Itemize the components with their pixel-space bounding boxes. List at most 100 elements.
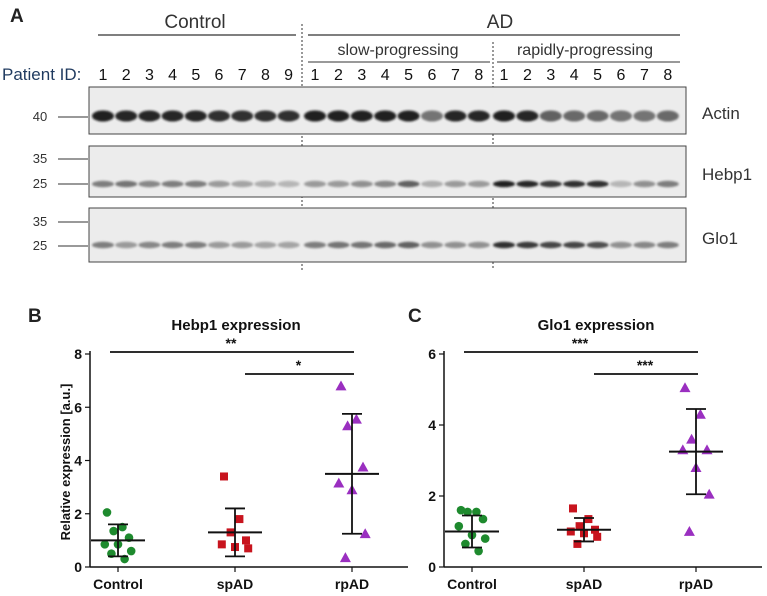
- patient-id-label: Patient ID:: [2, 65, 81, 84]
- band-hebp1-control-5: [184, 180, 207, 188]
- band-hebp1-slow-4: [374, 180, 397, 188]
- band-actin-control-4: [161, 110, 184, 122]
- band-actin-control-9: [277, 110, 300, 122]
- band-hebp1-control-8: [254, 180, 277, 188]
- band-hebp1-control-1: [92, 180, 114, 188]
- band-glo1-slow-1: [304, 241, 326, 249]
- patient-id-control-3: 3: [145, 67, 154, 84]
- band-glo1-rapid-1: [493, 241, 515, 249]
- patient-id-control-2: 2: [122, 67, 131, 84]
- marker-glo1-35: 35: [33, 214, 47, 229]
- chart-c-xtick-label-spAD: spAD: [566, 576, 603, 592]
- patient-id-slow-8: 8: [474, 67, 483, 84]
- band-hebp1-rapid-6: [610, 180, 632, 188]
- patient-id-slow-3: 3: [357, 67, 366, 84]
- patient-id-slow-5: 5: [404, 67, 413, 84]
- chart-b-ytick-label-6: 6: [74, 399, 82, 415]
- band-hebp1-control-6: [208, 180, 230, 188]
- subgroup-label-slow: slow-progressing: [338, 42, 459, 59]
- band-hebp1-control-7: [231, 180, 254, 188]
- patient-id-rapid-2: 2: [523, 67, 532, 84]
- chart-c-point-Control-7: [461, 539, 470, 549]
- patient-id-control-1: 1: [99, 67, 108, 84]
- patient-id-control-5: 5: [191, 67, 200, 84]
- chart-c-point-spAD-6: [593, 532, 602, 541]
- band-glo1-control-9: [277, 241, 300, 249]
- marker-hebp1-25: 25: [33, 176, 47, 191]
- band-hebp1-slow-3: [350, 180, 373, 188]
- chart-c-title: Glo1 expression: [538, 317, 655, 334]
- chart-c-point-spAD-4: [566, 527, 575, 536]
- panel-c-letter: C: [408, 306, 422, 327]
- band-glo1-rapid-2: [516, 241, 539, 249]
- band-actin-rapid-3: [539, 110, 562, 122]
- band-glo1-control-5: [184, 241, 207, 249]
- band-hebp1-slow-8: [467, 180, 490, 188]
- band-glo1-control-7: [231, 241, 254, 249]
- band-glo1-slow-4: [374, 241, 397, 249]
- group-label-control: Control: [164, 12, 225, 33]
- chart-b-point-rpAD-0: [335, 380, 347, 391]
- blots: [88, 86, 687, 263]
- chart-b-ytick-label-0: 0: [74, 559, 82, 575]
- band-hebp1-slow-1: [304, 180, 326, 188]
- chart-b-xtick-label-rpAD: rpAD: [335, 576, 369, 592]
- chart-c-point-Control-4: [454, 521, 464, 531]
- band-hebp1-control-3: [138, 180, 161, 188]
- chart-c-xtick-label-Control: Control: [447, 576, 497, 592]
- band-actin-slow-4: [374, 110, 397, 122]
- patient-id-rapid-5: 5: [593, 67, 602, 84]
- chart-c-sig-label-1: ***: [637, 357, 654, 373]
- band-actin-rapid-5: [586, 110, 609, 122]
- band-actin-slow-5: [397, 110, 420, 122]
- band-hebp1-rapid-7: [633, 180, 656, 188]
- patient-id-rapid-1: 1: [500, 67, 509, 84]
- chart-b-point-rpAD-1: [350, 413, 362, 424]
- band-hebp1-control-2: [115, 180, 138, 188]
- chart-b-point-spAD-3: [242, 536, 250, 545]
- chart-b-xtick-label-spAD: spAD: [217, 576, 254, 592]
- band-actin-control-2: [115, 110, 138, 122]
- chart-b-point-Control-6: [126, 546, 136, 556]
- band-actin-rapid-8: [656, 110, 679, 122]
- chart-b-ylabel: Relative expression [a.u.]: [58, 384, 73, 541]
- chart-b-point-rpAD-3: [357, 461, 369, 472]
- band-actin-rapid-7: [633, 110, 656, 122]
- patient-id-slow-2: 2: [334, 67, 343, 84]
- chart-b-point-rpAD-2: [342, 420, 354, 431]
- chart-c-point-spAD-1: [584, 515, 593, 524]
- chart-b-point-Control-4: [100, 540, 110, 549]
- panel-a: A Control AD slow-progressing rapidly-pr…: [2, 6, 752, 270]
- patient-id-slow-1: 1: [311, 67, 320, 84]
- chart-c-point-rpAD-1: [694, 408, 706, 419]
- blot-label-actin: Actin: [702, 104, 740, 123]
- band-glo1-slow-2: [327, 241, 350, 249]
- chart-b-ytick-label-2: 2: [74, 506, 82, 522]
- chart-c-ytick-label-0: 0: [428, 559, 436, 575]
- band-hebp1-rapid-5: [586, 180, 609, 188]
- band-glo1-control-8: [254, 241, 277, 249]
- band-glo1-rapid-8: [656, 241, 679, 249]
- patient-id-control-8: 8: [261, 67, 270, 84]
- panel-a-letter: A: [10, 6, 24, 27]
- panel-b-letter: B: [28, 306, 42, 327]
- band-glo1-slow-7: [444, 241, 467, 249]
- chart-c-point-rpAD-0: [679, 382, 691, 393]
- band-glo1-slow-3: [350, 241, 373, 249]
- band-hebp1-rapid-3: [539, 180, 562, 188]
- patient-id-control-4: 4: [168, 67, 177, 84]
- band-hebp1-control-4: [161, 180, 184, 188]
- chart-c-point-rpAD-2: [686, 433, 698, 444]
- blot-panel-glo1: [88, 207, 687, 263]
- band-glo1-slow-8: [467, 241, 490, 249]
- band-glo1-slow-6: [421, 241, 443, 249]
- blot-panel-hebp1: [88, 145, 687, 198]
- band-actin-control-3: [138, 110, 161, 122]
- band-hebp1-rapid-1: [493, 180, 515, 188]
- band-actin-slow-7: [444, 110, 467, 122]
- patient-id-control-9: 9: [284, 67, 293, 84]
- marker-actin-40: 40: [33, 109, 47, 124]
- patient-id-slow-4: 4: [381, 67, 390, 84]
